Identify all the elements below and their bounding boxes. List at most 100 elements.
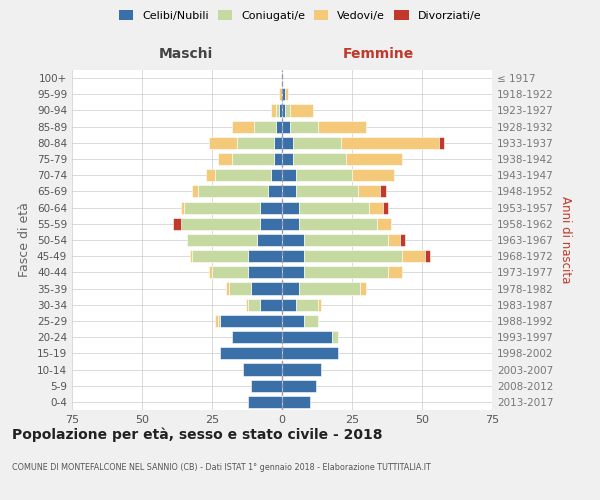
Bar bbox=[352, 169, 394, 181]
Bar bbox=[245, 298, 248, 311]
Bar bbox=[380, 186, 386, 198]
Bar bbox=[268, 186, 282, 198]
Bar bbox=[282, 364, 321, 376]
Bar bbox=[319, 120, 366, 132]
Bar bbox=[279, 88, 282, 101]
Bar bbox=[212, 266, 248, 278]
Bar bbox=[181, 202, 184, 213]
Bar bbox=[332, 331, 338, 343]
Bar bbox=[282, 331, 332, 343]
Bar bbox=[274, 153, 282, 165]
Bar bbox=[282, 315, 304, 327]
Bar bbox=[282, 218, 299, 230]
Bar bbox=[251, 282, 282, 294]
Bar bbox=[282, 250, 304, 262]
Bar bbox=[439, 137, 445, 149]
Bar bbox=[260, 298, 282, 311]
Y-axis label: Fasce di età: Fasce di età bbox=[19, 202, 31, 278]
Bar bbox=[388, 266, 403, 278]
Bar bbox=[209, 266, 212, 278]
Bar bbox=[293, 137, 341, 149]
Bar bbox=[173, 218, 181, 230]
Bar bbox=[282, 234, 304, 246]
Bar bbox=[220, 348, 282, 360]
Bar bbox=[304, 315, 319, 327]
Bar bbox=[198, 186, 268, 198]
Bar bbox=[260, 202, 282, 213]
Bar bbox=[361, 282, 366, 294]
Bar bbox=[282, 202, 299, 213]
Bar bbox=[282, 169, 296, 181]
Text: Femmine: Femmine bbox=[343, 48, 414, 62]
Bar bbox=[206, 169, 215, 181]
Bar bbox=[248, 298, 260, 311]
Bar bbox=[383, 202, 388, 213]
Text: Maschi: Maschi bbox=[158, 48, 212, 62]
Bar bbox=[285, 104, 290, 117]
Bar bbox=[229, 282, 251, 294]
Bar bbox=[218, 315, 220, 327]
Bar bbox=[187, 234, 257, 246]
Bar bbox=[218, 153, 232, 165]
Bar bbox=[282, 266, 304, 278]
Bar bbox=[293, 153, 346, 165]
Bar bbox=[304, 234, 388, 246]
Bar bbox=[271, 104, 277, 117]
Bar bbox=[209, 137, 237, 149]
Text: Popolazione per età, sesso e stato civile - 2018: Popolazione per età, sesso e stato civil… bbox=[12, 428, 383, 442]
Bar bbox=[400, 234, 405, 246]
Bar bbox=[341, 137, 439, 149]
Bar bbox=[304, 266, 388, 278]
Bar bbox=[299, 202, 369, 213]
Bar bbox=[290, 120, 319, 132]
Bar bbox=[193, 186, 198, 198]
Text: COMUNE DI MONTEFALCONE NEL SANNIO (CB) - Dati ISTAT 1° gennaio 2018 - Elaborazio: COMUNE DI MONTEFALCONE NEL SANNIO (CB) -… bbox=[12, 462, 431, 471]
Bar bbox=[257, 234, 282, 246]
Bar bbox=[232, 120, 254, 132]
Bar bbox=[282, 396, 310, 408]
Bar bbox=[346, 153, 403, 165]
Bar bbox=[319, 298, 321, 311]
Y-axis label: Anni di nascita: Anni di nascita bbox=[559, 196, 572, 284]
Bar bbox=[282, 153, 293, 165]
Bar bbox=[232, 153, 274, 165]
Bar bbox=[296, 186, 358, 198]
Bar bbox=[190, 250, 193, 262]
Bar bbox=[248, 266, 282, 278]
Bar bbox=[279, 104, 282, 117]
Bar bbox=[254, 120, 277, 132]
Bar bbox=[282, 282, 299, 294]
Bar bbox=[282, 186, 296, 198]
Bar bbox=[282, 380, 316, 392]
Bar bbox=[296, 169, 352, 181]
Bar bbox=[290, 104, 313, 117]
Bar bbox=[425, 250, 430, 262]
Bar bbox=[232, 331, 282, 343]
Bar bbox=[260, 218, 282, 230]
Bar bbox=[251, 380, 282, 392]
Bar bbox=[277, 104, 279, 117]
Bar bbox=[282, 88, 285, 101]
Bar bbox=[215, 315, 218, 327]
Bar bbox=[248, 396, 282, 408]
Bar bbox=[237, 137, 274, 149]
Bar bbox=[215, 169, 271, 181]
Bar bbox=[296, 298, 319, 311]
Bar bbox=[282, 348, 338, 360]
Bar bbox=[193, 250, 248, 262]
Bar bbox=[285, 88, 287, 101]
Bar bbox=[299, 282, 361, 294]
Bar bbox=[282, 298, 296, 311]
Bar bbox=[358, 186, 380, 198]
Bar bbox=[282, 120, 290, 132]
Legend: Celibi/Nubili, Coniugati/e, Vedovi/e, Divorziati/e: Celibi/Nubili, Coniugati/e, Vedovi/e, Di… bbox=[115, 6, 485, 25]
Bar bbox=[220, 315, 282, 327]
Bar bbox=[184, 202, 260, 213]
Bar bbox=[226, 282, 229, 294]
Bar bbox=[274, 137, 282, 149]
Bar bbox=[243, 364, 282, 376]
Bar bbox=[277, 120, 282, 132]
Bar bbox=[304, 250, 403, 262]
Bar bbox=[403, 250, 425, 262]
Bar bbox=[369, 202, 383, 213]
